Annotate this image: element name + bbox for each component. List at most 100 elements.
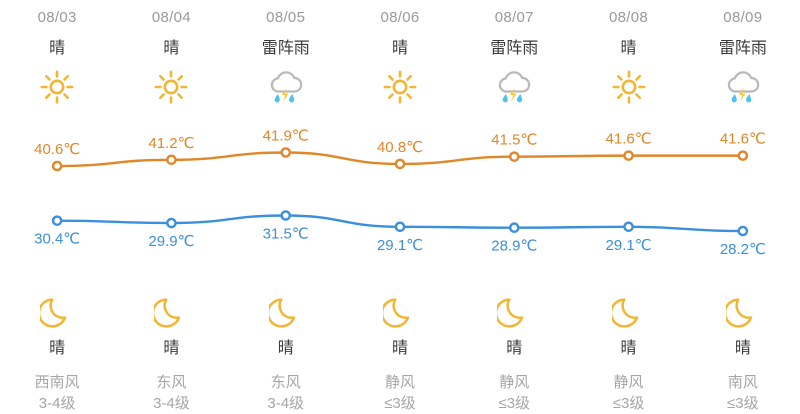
night-column-08-07[interactable]: 晴静风 ≤3级	[457, 288, 571, 414]
night-condition-label: 晴	[734, 340, 751, 357]
date-label: 08/04	[151, 9, 191, 26]
day-column-08-07[interactable]: 08/07 雷阵雨	[457, 0, 571, 120]
temperature-chart: 40.6℃ 41.2℃ 41.9℃ 40.8℃ 41.5℃ 41.6℃ 41.6℃ 30.4℃…	[34, 128, 766, 259]
date-label: 08/07	[494, 9, 534, 26]
high-temperature-label: 41.6℃	[606, 131, 652, 148]
high-temperature-label: 41.2℃	[148, 135, 194, 152]
day-condition-label: 雷阵雨	[261, 40, 310, 57]
sun-icon	[383, 70, 417, 104]
day-weather-icon-slot	[493, 65, 535, 109]
wind-level-label: ≤3级	[498, 395, 531, 412]
night-column-08-09[interactable]: 晴南风 ≤3级	[686, 288, 800, 414]
wind-direction-label: 静风	[384, 374, 415, 391]
moon-icon	[154, 298, 181, 328]
low-temperature-point[interactable]	[280, 210, 292, 221]
night-weather-icon-slot	[611, 292, 646, 332]
day-weather-icon-slot	[153, 65, 189, 109]
wind-direction-label: 静风	[499, 374, 530, 391]
high-temperature-point[interactable]	[394, 158, 406, 170]
low-temperature-label: 29.1℃	[377, 237, 423, 254]
low-temperature-label: 30.4℃	[34, 231, 80, 248]
night-column-08-08[interactable]: 晴静风 ≤3级	[571, 288, 685, 414]
day-weather-icon-slot	[265, 65, 307, 109]
date-label: 08/06	[380, 9, 420, 26]
day-condition-label: 雷阵雨	[490, 40, 539, 57]
night-weather-icon-slot	[382, 292, 417, 332]
high-temperature-label: 40.6℃	[34, 141, 80, 158]
day-column-08-09[interactable]: 08/09 雷阵雨	[686, 0, 800, 120]
night-column-08-04[interactable]: 晴东风 3-4级	[114, 288, 228, 414]
day-condition-label: 晴	[163, 40, 180, 57]
series-high-temperature: 40.6℃ 41.2℃ 41.9℃ 40.8℃ 41.5℃ 41.6℃ 41.6℃	[34, 128, 766, 172]
day-weather-icon-slot	[39, 65, 75, 109]
night-condition-label: 晴	[506, 340, 523, 357]
day-condition-label: 晴	[49, 40, 66, 57]
night-column-08-05[interactable]: 晴东风 3-4级	[229, 288, 343, 414]
night-condition-label: 晴	[163, 340, 180, 357]
low-temperature-point[interactable]	[51, 215, 63, 226]
night-column-08-03[interactable]: 晴西南风 3-4级	[0, 288, 114, 414]
high-temperature-point[interactable]	[623, 150, 634, 161]
high-temperature-point[interactable]	[737, 150, 749, 161]
sun-icon	[40, 70, 74, 104]
day-weather-icon-slot	[382, 65, 418, 109]
day-column-08-08[interactable]: 08/08 晴	[571, 0, 685, 120]
day-condition-label: 晴	[620, 40, 637, 57]
date-label: 08/09	[723, 9, 763, 26]
night-condition-label: 晴	[391, 340, 408, 357]
night-condition-label: 晴	[49, 340, 66, 357]
low-temperature-point[interactable]	[166, 217, 177, 229]
nighttime-forecast-row: 晴西南风 3-4级 晴东风 3-4级 晴东风 3-4级 晴静风 ≤3级 晴静风 ≤3级 晴静风 ≤3级…	[0, 288, 800, 414]
high-temperature-label: 41.5℃	[491, 132, 537, 149]
low-temperature-label: 31.5℃	[263, 226, 309, 243]
wind-level-label: 3-4级	[153, 395, 190, 412]
low-temperature-label: 28.9℃	[491, 238, 537, 255]
low-temperature-label: 28.2℃	[720, 241, 766, 258]
high-temperature-point[interactable]	[280, 147, 292, 158]
day-condition-label: 晴	[391, 40, 408, 57]
day-condition-label: 雷阵雨	[718, 40, 767, 57]
wind-level-label: ≤3级	[727, 395, 759, 412]
night-weather-icon-slot	[40, 292, 74, 332]
date-label: 08/05	[266, 9, 306, 26]
thunderstorm-icon	[270, 71, 302, 103]
night-column-08-06[interactable]: 晴静风 ≤3级	[343, 288, 457, 414]
moon-icon	[497, 298, 524, 328]
sun-icon	[612, 70, 646, 104]
day-column-08-04[interactable]: 08/04 晴	[114, 0, 228, 120]
date-label: 08/03	[37, 9, 77, 26]
wind-level-label: 3-4级	[267, 395, 305, 412]
low-temperature-label: 29.1℃	[606, 237, 652, 254]
low-temperature-point[interactable]	[508, 222, 520, 234]
low-temperature-point[interactable]	[623, 221, 634, 233]
wind-level-label: ≤3级	[612, 395, 645, 412]
wind-direction-label: 东风	[156, 374, 187, 391]
high-temperature-point[interactable]	[51, 160, 63, 172]
day-column-08-06[interactable]: 08/06 晴	[343, 0, 457, 120]
high-temperature-point[interactable]	[166, 154, 177, 166]
day-column-08-05[interactable]: 08/05 雷阵雨	[229, 0, 343, 120]
moon-icon	[611, 298, 638, 328]
wind-direction-label: 静风	[613, 374, 644, 391]
night-weather-icon-slot	[497, 292, 531, 332]
moon-icon	[382, 298, 410, 328]
wind-direction-label: 西南风	[34, 374, 80, 391]
night-condition-label: 晴	[277, 340, 294, 357]
night-weather-icon-slot	[268, 292, 303, 332]
thunderstorm-icon	[499, 71, 531, 103]
moon-icon	[725, 298, 753, 328]
wind-direction-label: 南风	[727, 374, 758, 391]
low-temperature-label: 29.9℃	[148, 233, 194, 250]
low-temperature-point[interactable]	[737, 225, 749, 237]
thunderstorm-icon	[727, 71, 760, 103]
wind-level-label: 3-4级	[38, 395, 76, 412]
night-weather-icon-slot	[725, 292, 760, 332]
day-column-08-03[interactable]: 08/03 晴	[0, 0, 114, 120]
high-temperature-label: 41.9℃	[263, 128, 309, 145]
wind-direction-label: 东风	[270, 374, 301, 391]
moon-icon	[268, 298, 295, 328]
day-weather-icon-slot	[722, 65, 764, 109]
low-temperature-point[interactable]	[394, 221, 406, 233]
high-temperature-point[interactable]	[508, 151, 520, 162]
